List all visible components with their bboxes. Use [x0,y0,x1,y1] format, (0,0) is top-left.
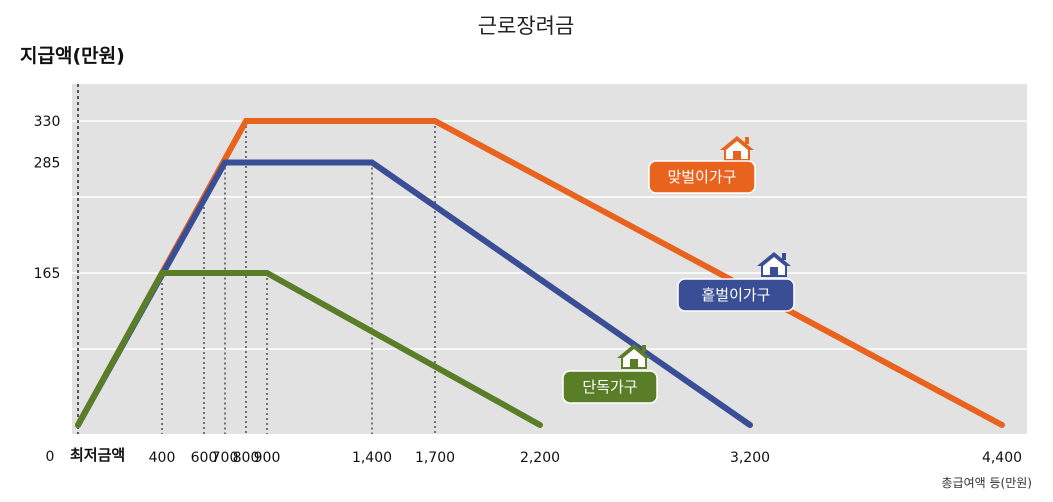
x-tick-label: 1,700 [415,450,455,466]
y-zero-label: 0 [46,449,55,465]
x-tick-label: 700 [212,450,239,466]
x-tick-label: 600 [191,450,218,466]
legend-badge [562,370,658,404]
legend-item-single: 단독가구 [562,344,658,404]
x-start-label: 최저금액 [70,446,125,464]
plot-area [72,84,1027,434]
x-tick-label: 2,200 [520,450,560,466]
house-icon [617,344,651,369]
guide-lines [161,121,436,434]
y-tick-label: 285 [34,155,61,171]
series-line [75,270,543,428]
legend-label: 단독가구 [582,378,637,396]
legend-badge [677,278,795,312]
house-icon [757,252,791,277]
x-tick-label: 4,400 [982,450,1022,466]
legend-label: 홑벌이가구 [701,286,770,304]
y-axis-label: 지급액(만원) [20,45,125,67]
x-tick-label: 800 [233,450,260,466]
x-tick-label: 400 [149,450,176,466]
y-tick-labels: 330 285 165 [34,114,61,282]
x-axis-label: 총급여액 등(만원) [942,476,1032,490]
x-tick-label: 900 [254,450,281,466]
x-tick-label: 3,200 [730,450,770,466]
x-tick-label: 1,400 [352,450,392,466]
legend-item-single-income: 홑벌이가구 [677,252,795,312]
chart-title: 근로장려금 [478,14,575,38]
y-tick-label: 165 [34,266,61,282]
house-icon [720,136,754,161]
y-tick-label: 330 [34,114,61,130]
series-lines [75,118,1005,428]
legend-badge [648,160,756,194]
legend-item-dual-income: 맞벌이가구 [648,136,756,194]
legend-label: 맞벌이가구 [667,168,736,186]
